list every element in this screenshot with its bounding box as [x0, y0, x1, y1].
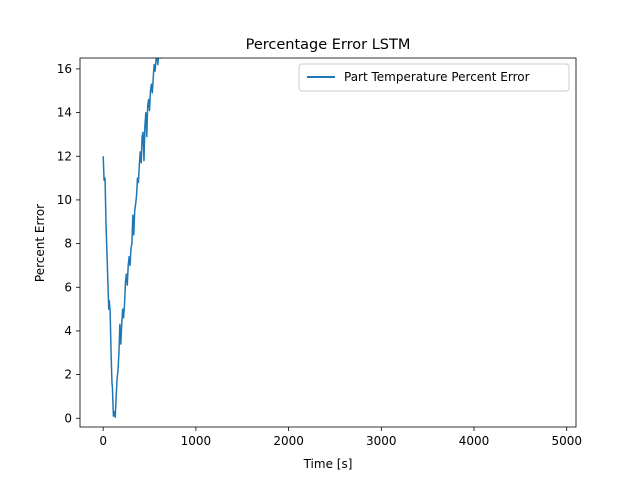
y-axis: 0 2 4 6 8 10 12 14 16 — [57, 62, 80, 425]
chart-title: Percentage Error LSTM — [246, 37, 411, 53]
y-tick-label: 4 — [64, 324, 72, 338]
legend-box — [298, 63, 570, 92]
series-line-part-temperature-percent-error — [102, 58, 162, 418]
y-tick-label: 14 — [57, 106, 72, 120]
x-tick-label: 3000 — [366, 434, 397, 448]
y-tick-label: 0 — [64, 411, 72, 425]
y-tick-label: 6 — [64, 280, 72, 294]
x-tick-label: 4000 — [459, 434, 490, 448]
x-tick-label: 1000 — [181, 434, 212, 448]
y-tick-label: 12 — [57, 149, 72, 163]
legend: Part Temperature Percent Error — [298, 63, 570, 92]
x-axis-label: Time [s] — [303, 457, 353, 471]
plot-frame — [79, 57, 577, 428]
x-tick-label: 5000 — [551, 434, 582, 448]
x-axis: 0 1000 2000 3000 4000 5000 — [99, 427, 582, 448]
legend-label: Part Temperature Percent Error — [344, 70, 530, 84]
x-tick-label: 2000 — [273, 434, 304, 448]
y-tick-label: 2 — [64, 368, 72, 382]
y-tick-label: 10 — [57, 193, 72, 207]
y-tick-label: 8 — [64, 237, 72, 251]
y-tick-label: 16 — [57, 62, 72, 76]
x-tick-label: 0 — [99, 434, 107, 448]
y-axis-label: Percent Error — [33, 204, 47, 282]
